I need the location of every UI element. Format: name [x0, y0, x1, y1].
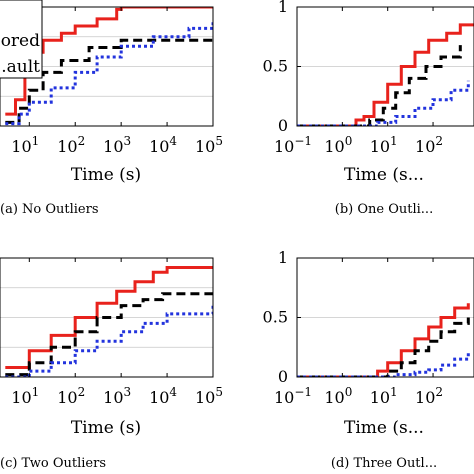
x-tick-exponent: 3 [124, 385, 132, 399]
x-axis-title: Time (s... [344, 418, 424, 438]
y-tick-label: 0.5 [263, 308, 288, 327]
x-tick-label: 100 [324, 385, 352, 407]
series-line-3 [5, 21, 213, 126]
series-line-2 [297, 45, 462, 126]
x-tick-label: 105 [195, 385, 223, 407]
plot-frame [0, 257, 214, 378]
x-tick-exponent: 1 [32, 134, 40, 148]
x-axis-title: Time (s) [71, 418, 141, 438]
y-tick-label: 0.5 [263, 57, 288, 76]
subfigure-caption: (b) One Outli... [335, 202, 433, 217]
x-tick-exponent: 1 [390, 385, 398, 399]
x-axis-title: Time (s... [344, 165, 424, 185]
x-tick-exponent: −1 [294, 385, 312, 399]
chart-panel-1: 101 102 103 104 105 Time (s) (a) No Outliers..… [0, 0, 223, 217]
y-tick-label: 0 [278, 367, 288, 386]
x-tick-exponent: 0 [345, 385, 353, 399]
x-tick-label: 103 [103, 385, 131, 407]
legend-entry: ...ault [0, 57, 40, 77]
x-tick-label: 101 [11, 134, 39, 156]
series-line-1 [5, 7, 213, 116]
x-tick-exponent: 4 [169, 385, 177, 399]
x-tick-label: 101 [370, 385, 398, 407]
x-tick-label: 102 [415, 385, 443, 407]
x-tick-label: 104 [149, 134, 177, 156]
x-tick-exponent: 1 [32, 385, 40, 399]
x-tick-label: 102 [415, 134, 443, 156]
x-tick-exponent: 5 [215, 385, 223, 399]
x-tick-label: 10−1 [274, 385, 312, 407]
x-tick-label: 105 [195, 134, 223, 156]
x-tick-label: 104 [149, 385, 177, 407]
x-tick-exponent: 2 [78, 134, 86, 148]
x-tick-exponent: 2 [78, 385, 86, 399]
y-tick-label: 1 [278, 248, 288, 267]
y-tick-label: 0 [278, 116, 288, 135]
x-tick-exponent: 1 [390, 134, 398, 148]
series-line-2 [5, 38, 213, 124]
series-line-3 [297, 353, 470, 377]
x-tick-label: 100 [324, 134, 352, 156]
subfigure-caption: (c) Two Outliers [0, 456, 106, 471]
x-tick-exponent: −1 [294, 134, 312, 148]
series-line-1 [5, 266, 213, 369]
x-tick-exponent: 0 [345, 134, 353, 148]
subfigure-caption: (d) Three Outl... [331, 456, 437, 471]
plot-frame [0, 6, 214, 127]
x-tick-exponent: 2 [435, 134, 443, 148]
x-tick-label: 10−1 [274, 134, 312, 156]
chart-panel-3: 101 102 103 104 105 Time (s) (c) Two Outliers [0, 257, 223, 471]
x-tick-label: 101 [370, 134, 398, 156]
series-line-2 [5, 292, 213, 377]
legend: ...ored ...ault [0, 0, 43, 79]
legend-box [0, 0, 43, 79]
series-line-1 [297, 303, 470, 377]
legend-entry: ...ored [0, 31, 40, 51]
x-tick-exponent: 4 [169, 134, 177, 148]
x-tick-label: 102 [57, 134, 85, 156]
series-line-3 [297, 80, 470, 126]
x-tick-exponent: 5 [215, 134, 223, 148]
x-tick-label: 103 [103, 134, 131, 156]
x-tick-exponent: 3 [124, 134, 132, 148]
x-tick-label: 102 [57, 385, 85, 407]
series-line-3 [5, 305, 213, 377]
x-tick-exponent: 2 [435, 385, 443, 399]
y-tick-label: 1 [278, 0, 288, 16]
subfigure-caption: (a) No Outliers [0, 202, 99, 217]
series-line-1 [297, 23, 474, 126]
x-axis-title: Time (s) [71, 165, 141, 185]
series-line-2 [297, 317, 470, 377]
x-tick-label: 101 [11, 385, 39, 407]
